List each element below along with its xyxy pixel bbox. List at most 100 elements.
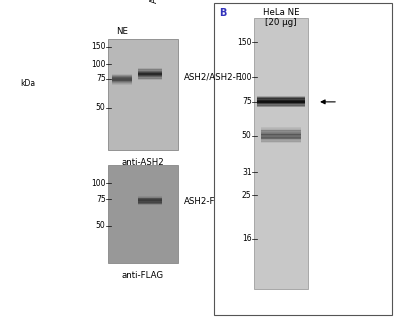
Bar (112, 76, 132, 77)
Bar (112, 78, 132, 79)
Bar (257, 99, 305, 100)
Bar (138, 77, 162, 78)
Bar (138, 70, 162, 71)
Bar (112, 79, 132, 80)
Bar (257, 103, 305, 104)
Bar (112, 75, 132, 76)
Bar (261, 127, 301, 128)
Bar (112, 81, 132, 82)
Bar (138, 198, 162, 199)
Bar (138, 202, 162, 203)
Text: 100: 100 (91, 179, 106, 188)
Bar (138, 204, 162, 205)
Bar (112, 77, 132, 78)
Bar (257, 101, 305, 102)
Text: 150: 150 (91, 42, 106, 51)
Text: ASH2-F: ASH2-F (150, 0, 159, 3)
Bar (261, 128, 301, 129)
Bar (138, 73, 162, 74)
Text: 50: 50 (96, 221, 106, 230)
Bar (108, 165, 178, 263)
Bar (261, 139, 301, 140)
Bar (138, 72, 162, 73)
Text: 100: 100 (237, 73, 252, 82)
Bar (138, 198, 162, 199)
Bar (261, 133, 301, 134)
Text: 75: 75 (96, 195, 106, 204)
Bar (138, 69, 162, 70)
Bar (261, 140, 301, 141)
Bar (138, 200, 162, 201)
Text: 25: 25 (242, 191, 252, 200)
Bar (138, 203, 162, 204)
Bar (257, 105, 305, 106)
Text: 50: 50 (96, 103, 106, 112)
Bar (138, 76, 162, 77)
Bar (138, 68, 162, 69)
Bar (261, 138, 301, 139)
Bar (138, 197, 162, 198)
Bar (254, 18, 308, 289)
Bar (257, 96, 305, 97)
Bar (261, 131, 301, 132)
Text: NE: NE (116, 26, 128, 36)
Bar (261, 141, 301, 142)
Bar (138, 74, 162, 75)
Bar (138, 69, 162, 70)
Bar (138, 199, 162, 200)
Text: ASH2-F: ASH2-F (184, 197, 216, 206)
Bar (108, 39, 178, 150)
Text: B: B (219, 8, 226, 18)
Bar (257, 101, 305, 102)
Bar (257, 105, 305, 106)
Bar (112, 84, 132, 85)
Bar (261, 134, 301, 135)
Bar (257, 99, 305, 100)
Bar (112, 81, 132, 82)
Bar (261, 141, 301, 142)
Bar (257, 97, 305, 98)
Text: 75: 75 (96, 74, 106, 83)
Text: anti-FLAG: anti-FLAG (122, 271, 164, 280)
Bar (257, 102, 305, 103)
Bar (138, 70, 162, 71)
Bar (138, 201, 162, 202)
Bar (112, 80, 132, 81)
Bar (138, 196, 162, 197)
Bar (261, 133, 301, 135)
Bar (112, 74, 132, 75)
Text: 150: 150 (237, 38, 252, 47)
Bar (138, 199, 162, 200)
Bar (112, 83, 132, 84)
Text: 50: 50 (242, 131, 252, 140)
Bar (257, 98, 305, 99)
Bar (112, 84, 132, 85)
Bar (112, 82, 132, 83)
Bar (257, 97, 305, 98)
Bar (138, 74, 162, 75)
Bar (261, 136, 301, 137)
Bar (261, 130, 301, 131)
Text: ASH2/ASH2-F: ASH2/ASH2-F (184, 73, 242, 82)
Bar (257, 96, 305, 97)
Text: 31: 31 (242, 168, 252, 177)
Text: 16: 16 (242, 234, 252, 244)
Bar (138, 75, 162, 76)
Bar (138, 201, 162, 202)
Bar (138, 77, 162, 78)
Bar (112, 78, 132, 79)
Bar (257, 104, 305, 105)
Bar (112, 80, 132, 81)
Bar (138, 79, 162, 80)
Bar (138, 78, 162, 79)
Bar (112, 79, 132, 80)
Text: HeLa NE
[20 μg]: HeLa NE [20 μg] (263, 8, 300, 27)
Bar (257, 106, 305, 107)
Text: anti-ASH2: anti-ASH2 (122, 158, 164, 167)
Bar (112, 75, 132, 76)
Bar (261, 138, 301, 139)
Text: 100: 100 (91, 60, 106, 69)
Text: 75: 75 (242, 97, 252, 106)
Bar (261, 142, 301, 143)
Bar (214, 3, 392, 315)
